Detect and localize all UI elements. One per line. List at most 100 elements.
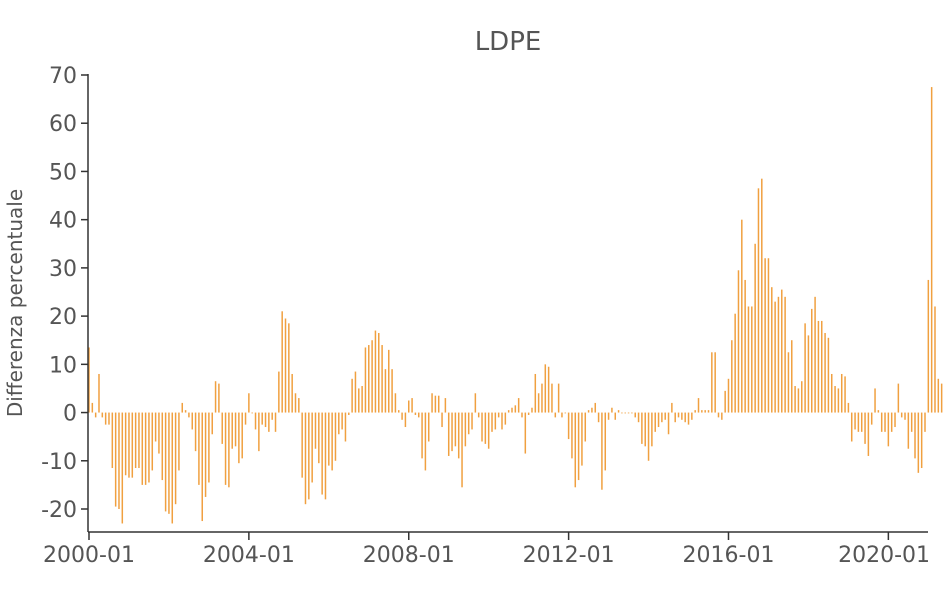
bar bbox=[368, 345, 370, 413]
bar bbox=[714, 352, 716, 413]
bar bbox=[900, 412, 903, 418]
bar bbox=[461, 412, 463, 488]
bar bbox=[657, 412, 660, 428]
bar bbox=[847, 402, 850, 413]
bar bbox=[314, 412, 317, 449]
bar bbox=[607, 412, 610, 420]
bar bbox=[801, 381, 803, 413]
y-tick-label: -20 bbox=[41, 498, 77, 523]
bar bbox=[338, 412, 340, 435]
bar bbox=[361, 386, 363, 413]
bar bbox=[391, 369, 393, 413]
y-tick-label: 0 bbox=[63, 402, 77, 427]
bar bbox=[744, 279, 746, 413]
bar bbox=[224, 412, 227, 485]
bar bbox=[601, 412, 603, 490]
bar bbox=[604, 412, 607, 471]
bar bbox=[534, 373, 537, 413]
bar bbox=[411, 398, 413, 413]
bar bbox=[198, 412, 200, 485]
bar bbox=[554, 412, 557, 418]
bar bbox=[571, 412, 573, 459]
bar bbox=[301, 412, 303, 478]
bar bbox=[561, 412, 563, 418]
bar bbox=[910, 412, 913, 432]
bar bbox=[401, 412, 403, 420]
bar bbox=[870, 412, 873, 425]
bar bbox=[454, 412, 457, 447]
bar bbox=[830, 373, 833, 413]
bar bbox=[627, 412, 630, 414]
bar bbox=[108, 412, 110, 425]
bar bbox=[634, 412, 636, 418]
bar bbox=[767, 258, 770, 413]
bar bbox=[877, 410, 880, 413]
x-tick-label: 2008-01 bbox=[363, 543, 455, 568]
bar bbox=[244, 412, 247, 425]
bar bbox=[681, 412, 683, 420]
x-tick-label: 2012-01 bbox=[523, 543, 615, 568]
bar bbox=[621, 412, 623, 414]
bar bbox=[930, 87, 933, 413]
bar bbox=[208, 412, 210, 483]
bar bbox=[404, 412, 407, 428]
bar bbox=[771, 287, 773, 413]
bar bbox=[557, 383, 560, 413]
bar bbox=[564, 412, 567, 414]
bar bbox=[577, 412, 580, 481]
bar bbox=[494, 412, 497, 430]
bar bbox=[521, 412, 523, 418]
bar bbox=[218, 383, 220, 413]
bar bbox=[777, 296, 780, 413]
bar bbox=[644, 412, 646, 447]
bar bbox=[114, 412, 117, 507]
bar bbox=[617, 410, 620, 413]
bar bbox=[544, 364, 547, 413]
bar bbox=[294, 393, 297, 413]
bar bbox=[241, 412, 243, 459]
bar bbox=[721, 412, 723, 420]
bar bbox=[597, 412, 600, 423]
bar bbox=[814, 296, 816, 413]
bar bbox=[514, 405, 517, 413]
bar bbox=[144, 412, 147, 485]
bar bbox=[567, 412, 570, 440]
bar bbox=[527, 412, 530, 415]
bar bbox=[507, 410, 510, 413]
bar bbox=[101, 412, 104, 418]
bar bbox=[934, 306, 936, 413]
bar bbox=[424, 412, 427, 471]
bar bbox=[724, 390, 726, 413]
bar bbox=[381, 345, 383, 413]
bar bbox=[234, 412, 237, 447]
bar bbox=[174, 412, 177, 505]
bar bbox=[417, 412, 420, 418]
y-tick-label: 60 bbox=[49, 112, 77, 137]
bar bbox=[341, 412, 343, 430]
bar bbox=[344, 412, 347, 442]
bar bbox=[304, 412, 307, 505]
bar bbox=[364, 347, 367, 413]
x-tick-label: 2016-01 bbox=[683, 543, 775, 568]
bar bbox=[587, 410, 590, 413]
bar bbox=[581, 412, 583, 466]
y-tick-label: 30 bbox=[49, 257, 77, 282]
bar bbox=[374, 330, 377, 413]
bar bbox=[897, 383, 900, 413]
bar bbox=[774, 301, 776, 413]
bar bbox=[354, 371, 357, 413]
bar bbox=[890, 412, 893, 432]
bar bbox=[291, 373, 293, 413]
bar bbox=[148, 412, 150, 483]
bar bbox=[447, 412, 450, 456]
bar bbox=[464, 412, 467, 447]
bar bbox=[121, 412, 124, 524]
bar bbox=[457, 412, 460, 459]
bar bbox=[837, 388, 840, 413]
bar bbox=[378, 332, 380, 413]
bar bbox=[704, 410, 706, 413]
bar bbox=[104, 412, 107, 425]
bar bbox=[231, 412, 233, 449]
bar bbox=[661, 412, 663, 423]
